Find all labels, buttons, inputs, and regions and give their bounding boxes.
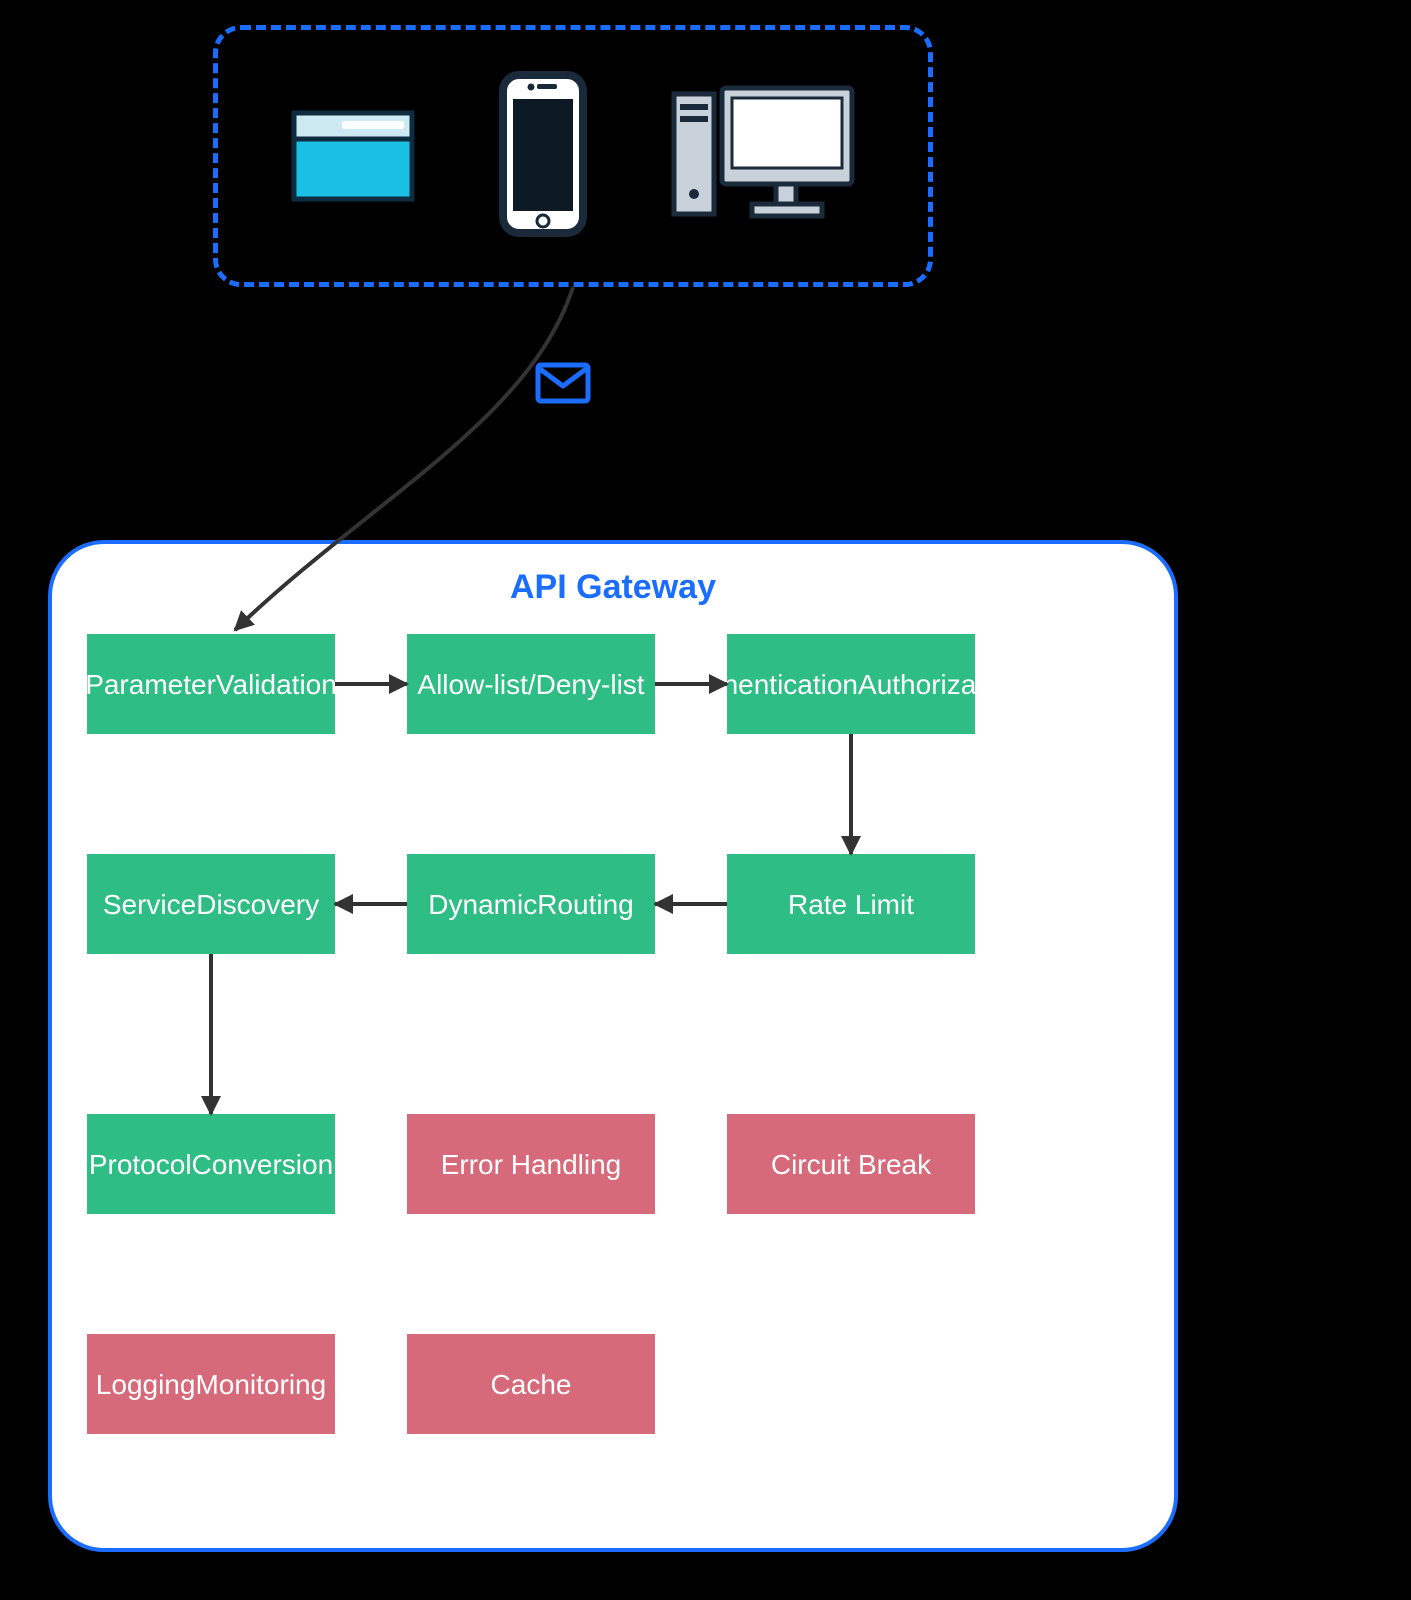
api-gateway-title: API Gateway <box>52 568 1174 607</box>
node-allow: Allow-list/Deny-list <box>407 634 655 734</box>
browser-icon <box>288 99 418 214</box>
desktop-icon <box>668 74 858 239</box>
node-routing: DynamicRouting <box>407 854 655 954</box>
diagram-canvas: API Gateway ParameterValidation Allow-lis… <box>0 0 1411 1600</box>
phone-icon <box>497 69 589 244</box>
node-circuit: Circuit Break <box>727 1114 975 1214</box>
node-log: LoggingMonitoring <box>87 1334 335 1434</box>
node-param: ParameterValidation <box>87 634 335 734</box>
node-cache: Cache <box>407 1334 655 1434</box>
node-auth: AuthenticationAuthorization <box>727 634 975 734</box>
mail-icon <box>535 362 591 409</box>
node-discov: ServiceDiscovery <box>87 854 335 954</box>
clients-group <box>213 25 933 287</box>
node-proto: ProtocolConversion <box>87 1114 335 1214</box>
node-err: Error Handling <box>407 1114 655 1214</box>
node-rate: Rate Limit <box>727 854 975 954</box>
